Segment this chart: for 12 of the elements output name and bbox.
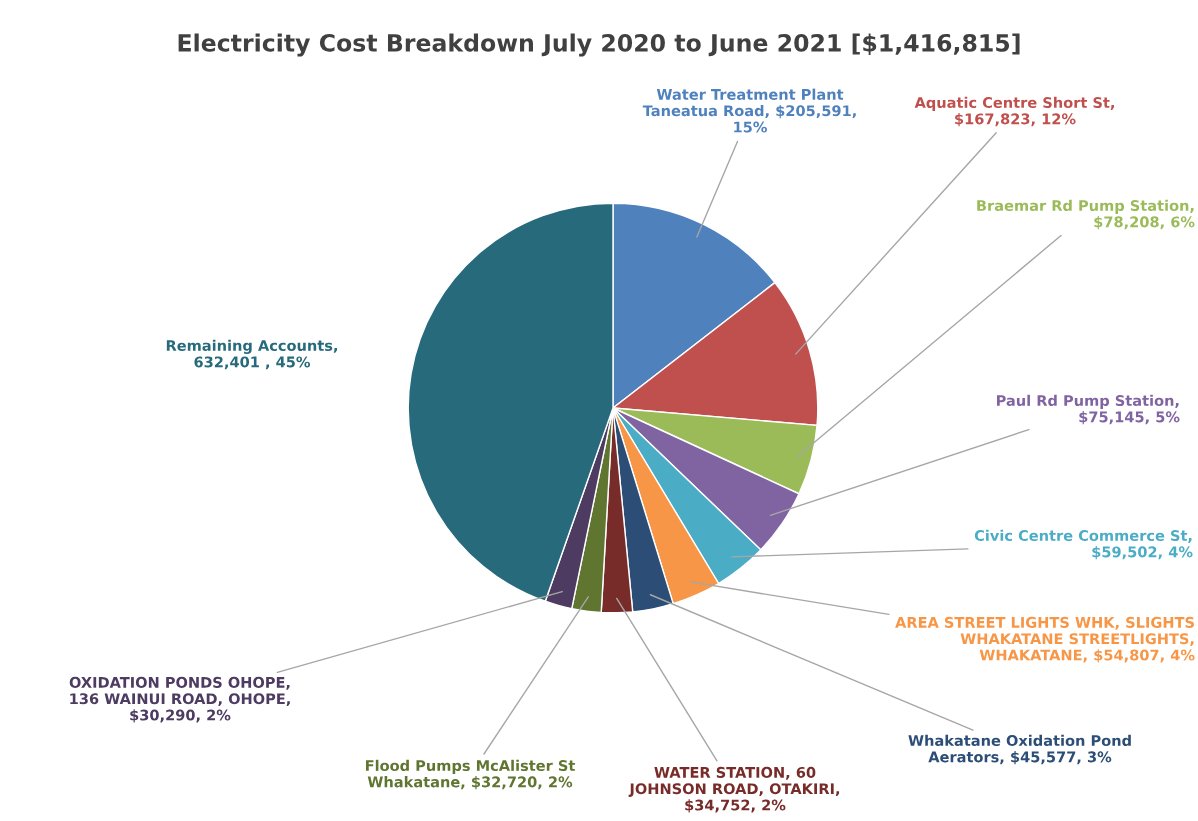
slice-label: Flood Pumps McAlister St Whakatane, $32,720, 2% bbox=[365, 759, 576, 790]
slice-label: WATER STATION, 60 JOHNSON ROAD, OTAKIRI, $34,752, 2% bbox=[628, 766, 840, 813]
slice-label: Water Treatment Plant Taneatua Road, $205,591, 15% bbox=[642, 88, 856, 133]
slice-label: Remaining Accounts, 632,401 , 45% bbox=[166, 339, 337, 370]
slice-label: Whakatane Oxidation Pond Aerators, $45,577, 3% bbox=[908, 734, 1131, 765]
slice-label: Braemar Rd Pump Station, $78,208, 6% bbox=[977, 199, 1195, 230]
slice-label: Paul Rd Pump Station, $75,145, 5% bbox=[996, 394, 1180, 425]
chart-title: Electricity Cost Breakdown July 2020 to June 2021 [$1,416,815] bbox=[178, 33, 1020, 57]
slice-label: OXIDATION PONDS OHOPE, 136 WAINUI ROAD, OHOPE, $30,290, 2% bbox=[69, 676, 290, 723]
slice-label: AREA STREET LIGHTS WHK, SLIGHTS WHAKATANE STREETLIGHTS, WHAKATANE, $54,807, 4% bbox=[895, 616, 1195, 663]
slice-label: Civic Centre Commerce St, $59,502, 4% bbox=[974, 529, 1193, 560]
slice-label: Aquatic Centre Short St, $167,823, 12% bbox=[914, 96, 1114, 127]
